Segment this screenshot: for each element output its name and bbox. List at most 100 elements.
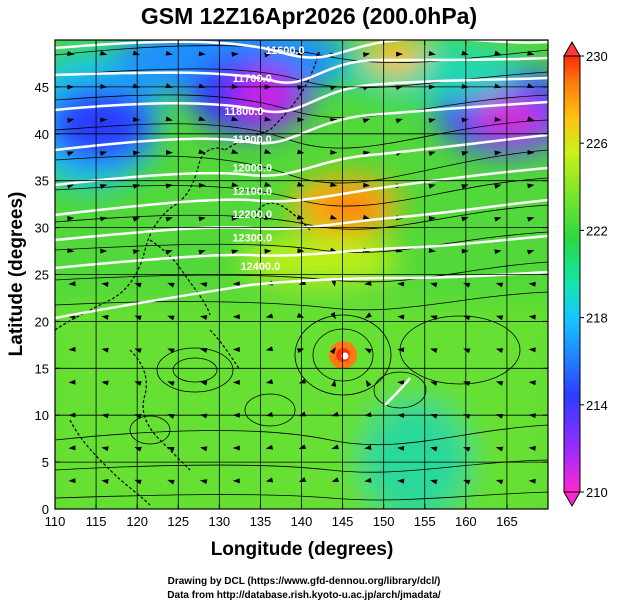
streamline-arrowhead (364, 348, 372, 354)
streamline-arrowhead (461, 50, 469, 56)
streamline-arrowhead (528, 445, 536, 451)
colorbar-ticks: 210 214 218 222 226 230 (580, 49, 608, 500)
streamline-arrowhead (165, 216, 173, 222)
x-tick-label: 120 (126, 514, 148, 529)
streamline-arrowhead (397, 445, 405, 451)
streamline-arrowhead (365, 379, 372, 388)
streamline-arrowhead (428, 151, 436, 157)
streamline-arrowhead (199, 315, 208, 321)
streamline-arrowhead (463, 315, 471, 321)
streamline-arrowhead (199, 479, 208, 485)
streamline-arrowhead (495, 381, 504, 386)
streamline-arrowhead (298, 444, 307, 450)
y-tick-label: 35 (35, 174, 49, 189)
streamline-arrowhead (265, 477, 274, 483)
x-axis-label: Longitude (degrees) (211, 539, 394, 560)
streamline-arrowhead (101, 314, 109, 320)
streamline-arrowhead (396, 51, 404, 57)
y-tick-label: 5 (42, 455, 49, 470)
x-tick-label: 110 (45, 514, 66, 529)
contour-label: 12300.0 (232, 233, 272, 245)
streamline-arrowhead (99, 50, 108, 56)
y-tick-label: 25 (35, 268, 49, 283)
streamline-arrowhead (463, 381, 471, 387)
streamline-arrowhead (199, 282, 208, 288)
streamline-arrowhead (167, 479, 175, 485)
streamline-arrowhead (296, 181, 305, 187)
streamline-arrowhead (132, 217, 141, 222)
x-tick-label: 150 (373, 514, 395, 529)
streamline-arrowhead (232, 347, 240, 353)
contour-label: 11600.0 (265, 45, 304, 57)
y-axis: 0 5 10 15 20 25 30 35 40 45 (35, 80, 548, 517)
streamline-arrowhead (528, 380, 536, 386)
streamline-arrowhead (167, 447, 175, 452)
streamline-arrowhead (494, 150, 502, 156)
streamline-arrowhead (101, 347, 109, 353)
colorbar-tick-label: 210 (586, 485, 608, 500)
streamline-arrowhead (528, 347, 536, 353)
contour-label: 11900.0 (233, 134, 272, 146)
streamline-arrowhead (461, 83, 469, 89)
streamline-arrowhead (265, 313, 274, 319)
streamline-arrowhead (68, 478, 76, 484)
colorbar-tick-label: 226 (586, 136, 608, 151)
x-tick-label: 130 (208, 514, 230, 529)
streamline-arrowhead (165, 50, 173, 56)
streamline-arrowhead (134, 446, 142, 452)
streamline-arrowhead (397, 281, 405, 287)
streamline-arrowhead (298, 378, 307, 384)
streamline-arrowhead (528, 478, 536, 484)
streamline-arrowhead (463, 479, 471, 485)
streamline-arrowhead (330, 347, 337, 355)
y-tick-label: 40 (35, 127, 49, 142)
streamline-arrowhead (461, 184, 469, 190)
streamline-arrowhead (297, 149, 305, 155)
streamline-arrowhead (463, 348, 471, 354)
streamline-arrowhead (331, 279, 337, 287)
streamline-arrowhead (132, 116, 141, 122)
streamline-arrowhead (165, 149, 174, 155)
streamline-arrowhead (363, 182, 371, 188)
x-tick-label: 145 (332, 514, 354, 529)
streamline-arrowhead (494, 184, 502, 189)
streamline-arrowhead (66, 183, 75, 189)
streamline-arrowhead (134, 282, 142, 288)
streamline-arrowhead (199, 446, 208, 452)
streamline-arrowhead (232, 445, 240, 451)
streamline-arrowhead (428, 183, 436, 189)
streamline-arrowhead (461, 117, 469, 123)
streamline-arrowhead (494, 249, 502, 255)
streamline-arrowhead (199, 347, 208, 353)
streamline-arrowhead (364, 412, 372, 418)
streamline-arrowhead (296, 348, 305, 354)
contour-labels: 11600.0 11700.0 11800.0 11900.0 12000.0 12100… (224, 45, 304, 273)
streamline-arrowhead (264, 148, 272, 154)
streamline-arrowhead (397, 347, 405, 353)
streamline-arrowhead (362, 52, 371, 58)
streamline-arrowhead (527, 116, 535, 122)
streamline-arrowhead (231, 249, 239, 255)
streamline-arrowhead (495, 479, 504, 485)
streamline-arrowhead (134, 479, 142, 485)
streamline-arrowhead (231, 215, 239, 221)
streamline-arrowhead (264, 181, 272, 187)
credit-drawing: Drawing by DCL (https://www.gfd-dennou.o… (168, 576, 441, 587)
streamline-arrowhead (527, 183, 535, 189)
y-tick-label: 45 (35, 80, 49, 95)
streamline-arrowhead (264, 52, 272, 58)
streamline-arrowhead (495, 348, 504, 354)
streamline-arrowhead (265, 379, 274, 384)
y-tick-label: 10 (35, 408, 49, 423)
streamline-arrowhead (68, 281, 76, 287)
streamline-arrowhead (198, 249, 206, 255)
streamline-arrowhead (430, 381, 438, 386)
streamline-arrowhead (296, 312, 305, 318)
streamline-arrowhead (101, 446, 109, 452)
streamline-arrowhead (199, 380, 208, 386)
streamline-arrowhead (329, 214, 338, 220)
streamline-arrowhead (330, 149, 338, 155)
streamline-arrowhead (198, 116, 206, 121)
streamline-arrowhead (528, 281, 536, 287)
